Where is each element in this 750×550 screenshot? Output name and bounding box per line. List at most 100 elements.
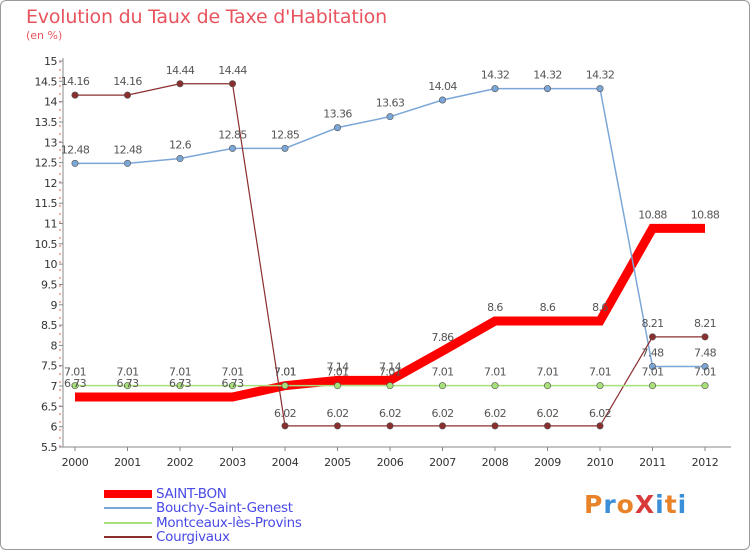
data-point [229,382,237,390]
data-label: 7.48 [694,347,717,360]
data-point [333,382,341,390]
data-label: 6.02 [379,407,401,420]
legend-label: SAINT-BON [156,486,227,502]
data-label: 7.48 [641,347,664,360]
data-point [281,144,289,152]
legend-label: Courgivaux [156,529,230,545]
data-label: 7.01 [116,366,138,379]
data-label: 7.01 [221,366,243,379]
data-label: 10.88 [638,208,667,221]
y-tick-label: 10.5 [35,238,58,251]
x-tick-label: 2000 [62,456,89,469]
y-tick-label: 9 [51,299,58,312]
legend-item: Bouchy-Saint-Genest [104,501,293,515]
data-label: 7.01 [641,366,663,379]
data-point [543,382,551,390]
data-label: 7.01 [169,366,191,379]
data-label: 7.01 [274,366,296,379]
data-point [281,422,289,430]
x-tick-label: 2012 [692,456,719,469]
x-tick-label: 2005 [324,456,351,469]
data-point [124,159,132,167]
chart-subtitle: (en %) [26,29,63,42]
x-tick-label: 2009 [534,456,561,469]
data-point [543,422,551,430]
data-point [124,382,132,390]
data-label: 10.88 [691,208,720,221]
data-label: 12.85 [271,128,300,141]
data-label: 14.32 [481,69,510,82]
data-label: 7.01 [484,366,506,379]
data-label: 7.01 [536,366,558,379]
data-point [491,382,499,390]
data-point [648,333,656,341]
data-point [333,422,341,430]
data-label: 8.6 [592,301,608,314]
proxiti-logo: ProXiti [584,490,688,519]
data-label: 14.44 [218,64,247,77]
x-tick-label: 2003 [219,456,246,469]
series-line-1 [75,87,705,368]
legend-swatch [104,522,152,524]
data-label: 12.6 [169,139,192,152]
data-label: 7.14 [326,360,349,373]
y-tick-label: 15 [44,55,57,68]
data-label: 14.16 [61,75,90,88]
data-point [386,382,394,390]
legend-item: Montceaux-lès-Provins [104,516,302,530]
data-label: 13.63 [376,97,405,110]
data-label: 6.02 [326,407,348,420]
y-tick-label: 8.5 [41,319,57,332]
chart-title: Evolution du Taux de Taxe d'Habitation [26,6,387,28]
data-point [386,422,394,430]
data-label: 6.02 [536,407,558,420]
y-tick-label: 9.5 [41,278,57,291]
y-tick-label: 10 [44,258,57,271]
data-label: 14.44 [166,64,195,77]
y-tick-label: 12 [44,177,57,190]
x-tick-label: 2011 [639,456,666,469]
legend-swatch [104,536,152,538]
data-point [491,85,499,93]
data-point [438,422,446,430]
legend-item: SAINT-BON [104,487,227,501]
data-label: 14.32 [533,69,562,82]
data-point [176,382,184,390]
data-label: 6.02 [431,407,453,420]
data-point [333,124,341,132]
x-tick-label: 2001 [114,456,141,469]
y-tick-label: 7 [51,380,58,393]
data-point [71,159,79,167]
data-point [596,382,604,390]
data-label: 7.86 [431,331,454,344]
x-tick-label: 2007 [429,456,456,469]
y-tick-label: 14.5 [35,75,58,88]
data-point [648,363,656,371]
data-label: 12.85 [218,128,247,141]
x-tick-label: 2004 [272,456,299,469]
data-label: 6.02 [484,407,506,420]
legend-label: Montceaux-lès-Provins [156,515,302,531]
data-label: 13.36 [323,108,352,121]
data-label: 8.6 [487,301,503,314]
data-label: 8.21 [641,317,663,330]
data-label: 6.73 [221,377,244,390]
data-point [281,382,289,390]
data-label: 8.6 [540,301,556,314]
y-tick-label: 6.5 [41,400,57,413]
y-tick-label: 11 [44,218,57,231]
data-point [648,382,656,390]
data-point [596,422,604,430]
data-label: 7.01 [379,366,401,379]
data-point [71,91,79,99]
y-tick-label: 7.5 [41,360,57,373]
y-tick-label: 13 [44,136,57,149]
data-point [701,333,709,341]
data-label: 6.73 [64,377,87,390]
data-label: 14.16 [113,75,142,88]
data-label: 8.21 [694,317,716,330]
data-point [386,113,394,121]
data-label: 12.48 [113,143,142,156]
data-point [71,382,79,390]
